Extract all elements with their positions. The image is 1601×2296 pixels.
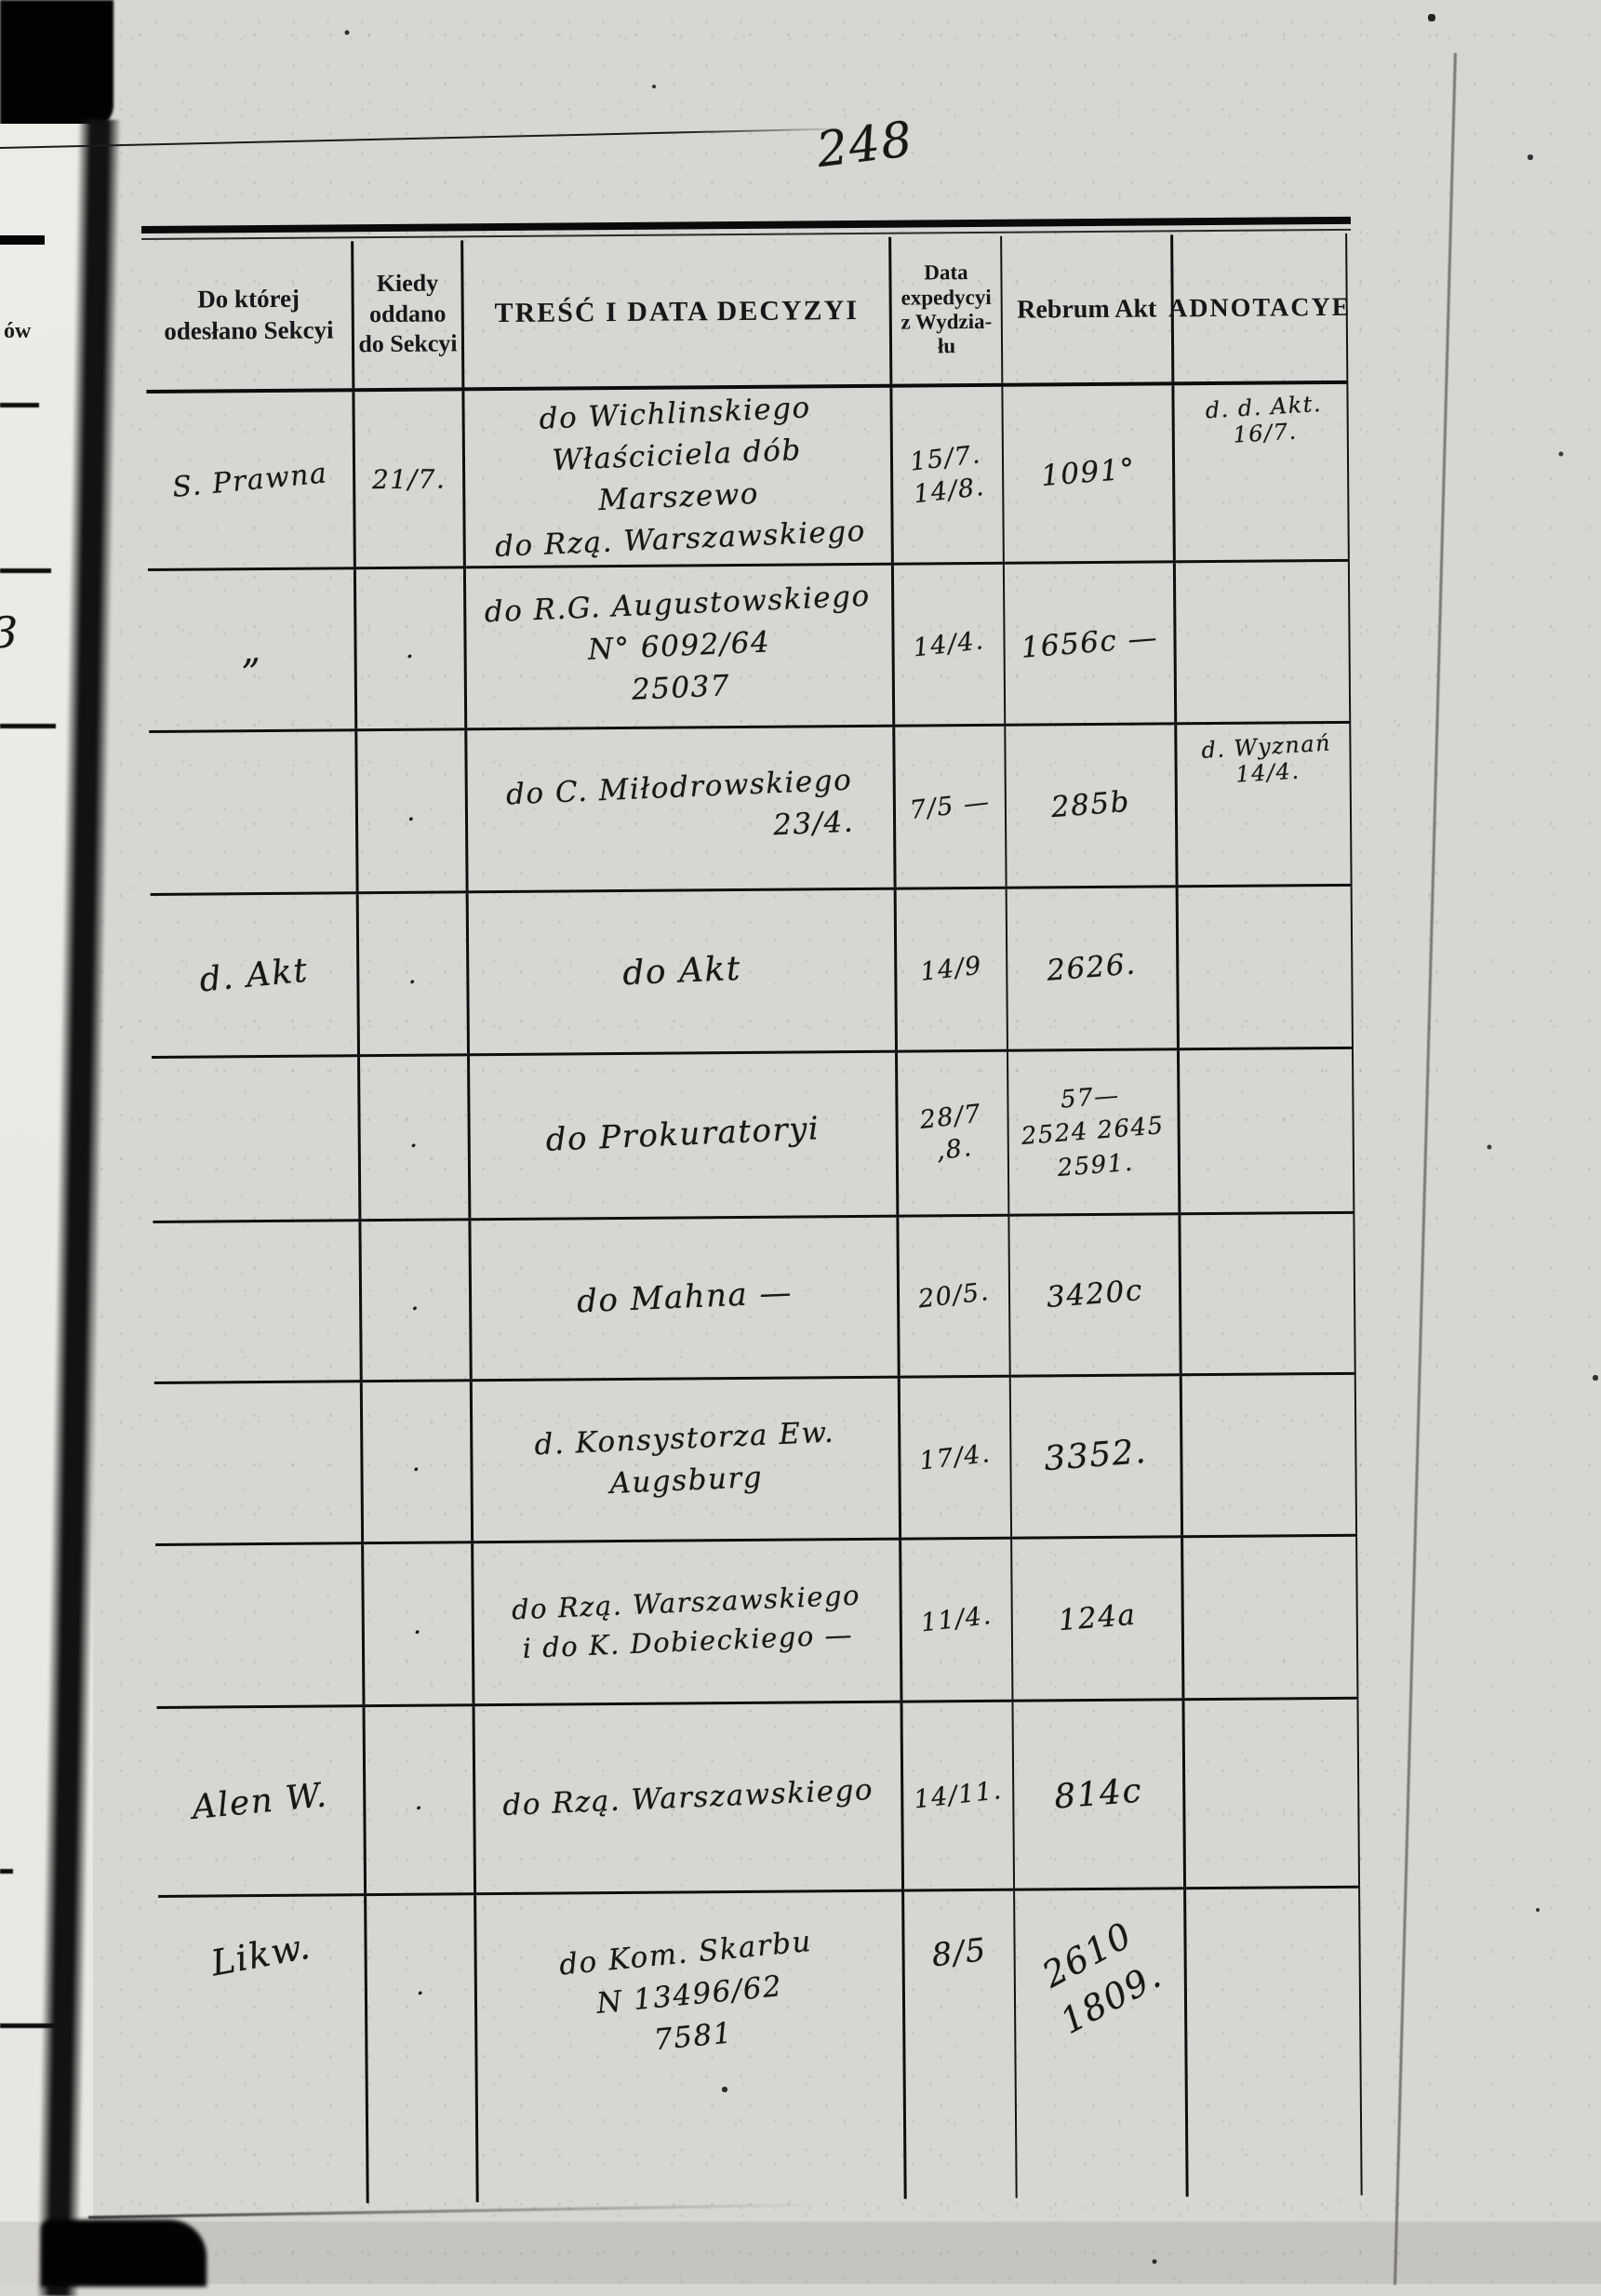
table-row: „ . do R.G. Augustowskiego N° 6092/64 25… (147, 561, 1352, 733)
cell-data-expedycyi: 17/4. (900, 1377, 1013, 1538)
sliver-number-fragment: 3 (0, 607, 20, 658)
cell-adnotacye (1186, 1888, 1363, 2197)
cell-kiedy: . (364, 1543, 475, 1705)
cell-rebrum: 2610 1809. (1015, 1889, 1189, 2198)
cell-data-expedycyi: 20/5. (899, 1216, 1011, 1376)
table-row: S. Prawna 21/7. do Wichlinskiego Właścic… (146, 383, 1350, 571)
cell-tresc: do R.G. Augustowskiego N° 6092/64 25037 (465, 565, 896, 728)
sliver-text-fragment: ów (4, 319, 32, 343)
cell-sekcya: „ (147, 569, 358, 730)
table-row: . do Mahna — 20/5. 3420c (153, 1213, 1356, 1384)
cell-kiedy: . (365, 1706, 477, 1894)
sliver-row-line (0, 1869, 13, 1874)
cell-sekcya: d. Akt (150, 894, 360, 1056)
cell-rebrum: 1091° (1003, 385, 1176, 562)
cell-kiedy: . (362, 1382, 474, 1542)
sliver-row-line (0, 403, 39, 407)
cell-sekcya (152, 1057, 362, 1221)
cell-data-expedycyi: 15/7. 14/8. (892, 386, 1005, 563)
cell-tresc: do Kom. Skarbu N 13496/62 7581 (476, 1891, 907, 2203)
cell-tresc: do Wichlinskiego Właściciela dób Marszew… (464, 387, 894, 567)
table-row: . do Rzą. Warszawskiego i do K. Dobiecki… (155, 1536, 1359, 1709)
cell-tresc: d. Konsystorza Ew. Augsburg (472, 1378, 902, 1542)
cell-kiedy: . (357, 730, 469, 892)
column-header-sekcya: Do której odesłano Sekcyi (145, 241, 355, 390)
sliver-row-line (0, 724, 56, 728)
main-page-paper (104, 0, 1458, 2284)
cell-adnotacye (1178, 886, 1354, 1048)
cell-adnotacye (1175, 561, 1352, 723)
cell-tresc: do Rzą. Warszawskiego (474, 1702, 905, 1893)
cell-adnotacye: d. d. Akt. 16/7. (1174, 383, 1350, 561)
cell-sekcya: Likw. (158, 1896, 369, 2205)
cell-adnotacye (1184, 1699, 1361, 1888)
table-row: . do Prokuratoryi 28/7 ,8. 57— 2524 2645… (152, 1048, 1355, 1223)
scan-corner-black (0, 0, 113, 129)
cell-data-expedycyi: 28/7 ,8. (898, 1051, 1010, 1215)
cell-rebrum: 124a (1012, 1538, 1185, 1700)
cell-data-expedycyi: 14/9 (896, 888, 1008, 1050)
cell-data-expedycyi: 14/11. (902, 1702, 1016, 1889)
cell-kiedy: . (360, 1056, 472, 1220)
cell-adnotacye: d. Wyznań 14/4. (1177, 723, 1353, 886)
cell-sekcya: Alen W. (156, 1707, 367, 1895)
table-row: Likw. . do Kom. Skarbu N 13496/62 7581 8… (158, 1888, 1363, 2205)
cell-sekcya: S. Prawna (146, 392, 356, 568)
cell-tresc: do C. Miłodrowskiego 23/4. (467, 727, 897, 891)
table-row: Alen W. . do Rzą. Warszawskiego 14/11. 8… (156, 1699, 1361, 1898)
cell-sekcya (153, 1382, 365, 1543)
cell-rebrum: 1656c — (1004, 563, 1178, 724)
cell-rebrum: 285b (1006, 725, 1179, 887)
column-header-tresc: TREŚĆ I DATA DECYZYI (463, 236, 893, 388)
sliver-ink-fragment: ) (0, 928, 2, 969)
cell-tresc: do Akt (468, 889, 898, 1054)
cell-rebrum: 2626. (1007, 888, 1180, 1049)
scan-specks (0, 0, 2, 2)
cell-tresc: do Rzą. Warszawskiego i do K. Dobieckieg… (474, 1540, 903, 1704)
cell-rebrum: 814c (1013, 1701, 1187, 1889)
column-header-rebrum-akt: Rebrum Akt (1002, 234, 1175, 383)
cell-sekcya (153, 1221, 363, 1382)
table-row: d. Akt . do Akt 14/9 2626. (150, 886, 1354, 1059)
cell-adnotacye (1181, 1213, 1356, 1374)
cell-data-expedycyi: 11/4. (901, 1539, 1014, 1701)
column-header-kiedy: Kiedy oddano do Sekcyi (354, 240, 465, 389)
table-row: . do C. Miłodrowskiego 23/4. 7/5 — 285b … (149, 723, 1353, 896)
scan-bottom-blob (41, 2220, 207, 2287)
sliver-top-rule (0, 235, 45, 245)
cell-kiedy: 21/7. (354, 391, 466, 567)
sliver-row-line (0, 568, 51, 573)
cell-data-expedycyi: 14/4. (893, 564, 1007, 725)
column-header-data-expedycyi: Data expedycyi z Wydzia- łu (891, 235, 1004, 384)
column-header-adnotacye: ADNOTACYE (1168, 233, 1352, 382)
cell-kiedy: . (367, 1895, 479, 2204)
cell-adnotacye (1179, 1048, 1355, 1213)
ledger-table: Do której odesłano Sekcyi Kiedy oddano d… (141, 216, 1363, 2205)
table-row: . d. Konsystorza Ew. Augsburg 17/4. 3352… (153, 1374, 1358, 1546)
page-number: 248 (813, 111, 917, 180)
cell-kiedy: . (355, 568, 468, 729)
cell-data-expedycyi: 8/5 (904, 1890, 1018, 2199)
sliver-row-line (0, 2023, 59, 2028)
cell-tresc: do Mahna — (471, 1217, 901, 1380)
cell-rebrum: 57— 2524 2645 2591. (1008, 1050, 1181, 1214)
cell-data-expedycyi: 7/5 — (895, 726, 1007, 888)
table-header-row: Do której odesłano Sekcyi Kiedy oddano d… (145, 233, 1352, 394)
cell-kiedy: . (358, 893, 470, 1055)
cell-rebrum: 3352. (1010, 1376, 1184, 1537)
cell-sekcya (149, 731, 359, 893)
under-page-shadow (0, 2222, 1601, 2284)
cell-adnotacye (1181, 1374, 1358, 1536)
cell-adnotacye (1183, 1536, 1359, 1699)
cell-tresc: do Prokuratoryi (470, 1052, 900, 1219)
cell-kiedy: . (361, 1221, 473, 1381)
cell-rebrum: 3420c (1009, 1215, 1182, 1375)
cell-sekcya (155, 1544, 366, 1706)
